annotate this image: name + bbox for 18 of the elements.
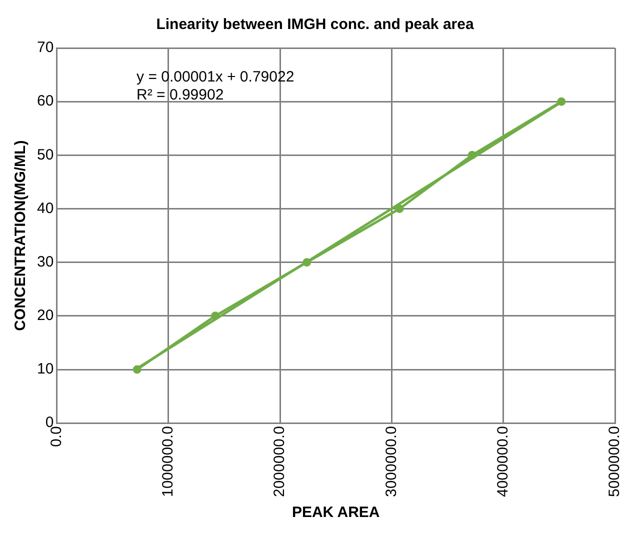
annotation: R² = 0.99902 (136, 86, 224, 104)
y-tick-label: 70 (36, 39, 54, 56)
chart-title: Linearity between IMGH conc. and peak area (156, 16, 474, 34)
y-axis-title: CONCENTRATION(MG/ML) (12, 140, 30, 331)
x-axis-title: PEAK AREA (292, 504, 380, 522)
y-tick-label: 30 (36, 253, 54, 270)
y-tick-label: 60 (36, 92, 54, 110)
x-tick-label: 1000000.0 (159, 426, 176, 497)
y-tick-label: 10 (36, 360, 54, 378)
annotation: y = 0.00001x + 0.79022 (136, 68, 294, 86)
y-tick-label: 40 (36, 200, 54, 217)
x-tick-label: 4000000.0 (494, 426, 512, 497)
y-tick-label: 50 (36, 146, 54, 164)
x-tick-label: 2000000.0 (271, 426, 288, 497)
x-tick-label: 3000000.0 (382, 426, 400, 497)
x-tick-label: 0.0 (48, 426, 65, 447)
x-tick-label: 5000000.0 (606, 426, 624, 497)
y-tick-label: 20 (36, 307, 54, 324)
